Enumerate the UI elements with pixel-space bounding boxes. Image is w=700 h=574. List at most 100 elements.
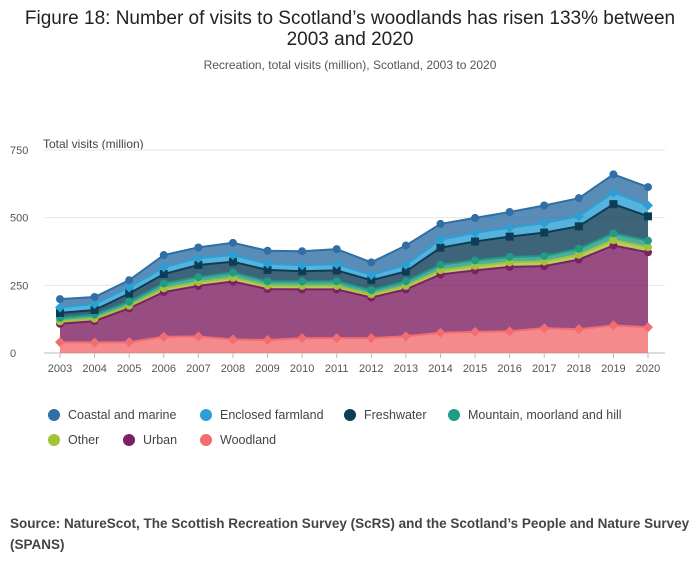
marker-freshwater: [56, 308, 64, 317]
marker-freshwater: [574, 222, 583, 231]
marker-woodland: [504, 326, 515, 337]
marker-coastal-and-marine: [56, 295, 64, 304]
marker-freshwater: [505, 232, 514, 241]
legend-item-urban[interactable]: Urban: [123, 433, 177, 447]
marker-enclosed-farmland: [193, 253, 204, 264]
marker-enclosed-farmland: [470, 227, 481, 238]
marker-enclosed-farmland: [539, 218, 550, 229]
marker-other: [609, 236, 618, 245]
marker-mountain-moorland-and-hill: [436, 260, 445, 269]
marker-coastal-and-marine: [367, 258, 376, 267]
marker-coastal-and-marine: [471, 213, 480, 222]
line-enclosed-farmland: [59, 191, 649, 309]
x-tick-label: 2016: [497, 363, 521, 375]
legend-label: Freshwater: [364, 408, 427, 422]
marker-mountain-moorland-and-hill: [505, 252, 514, 261]
marker-enclosed-farmland: [331, 259, 342, 270]
marker-coastal-and-marine: [263, 246, 272, 255]
x-tick-label: 2013: [394, 363, 418, 375]
legend-label: Urban: [143, 433, 178, 447]
x-tick-label: 2005: [117, 363, 141, 375]
marker-coastal-and-marine: [401, 241, 410, 250]
legend-label: Other: [68, 433, 100, 447]
marker-mountain-moorland-and-hill: [332, 277, 341, 286]
marker-woodland: [435, 327, 446, 338]
marker-coastal-and-marine: [298, 247, 307, 256]
marker-coastal-and-marine: [332, 245, 341, 254]
marker-woodland: [262, 335, 273, 346]
marker-freshwater: [609, 200, 618, 209]
legend-item-mountain[interactable]: Mountain, moorland and hill: [448, 408, 622, 422]
legend-item-coastal[interactable]: Coastal and marine: [48, 408, 176, 422]
marker-freshwater: [367, 276, 376, 285]
x-tick-label: 2006: [152, 363, 176, 375]
marker-mountain-moorland-and-hill: [263, 277, 272, 286]
marker-coastal-and-marine: [90, 292, 99, 301]
legend-item-other[interactable]: Other: [48, 433, 99, 447]
marker-freshwater: [471, 237, 480, 246]
marker-coastal-and-marine: [609, 170, 618, 179]
legend-item-freshwater[interactable]: Freshwater: [344, 408, 427, 422]
marker-enclosed-farmland: [297, 260, 308, 271]
line-woodland: [59, 324, 649, 344]
y-tick-label: 750: [10, 145, 28, 157]
marker-enclosed-farmland: [89, 299, 100, 310]
legend-item-woodland[interactable]: Woodland: [200, 433, 276, 447]
line-freshwater: [59, 202, 649, 314]
marker-woodland: [331, 333, 342, 344]
marker-coastal-and-marine: [644, 183, 652, 192]
marker-mountain-moorland-and-hill: [159, 279, 168, 288]
marker-enclosed-farmland: [608, 187, 619, 198]
line-coastal-and-marine: [59, 173, 649, 301]
marker-enclosed-farmland: [158, 262, 169, 273]
legend-swatch: [48, 408, 60, 421]
x-tick-label: 2017: [532, 363, 556, 375]
line-mountain-moorland-and-hill: [59, 232, 649, 319]
marker-mountain-moorland-and-hill: [401, 277, 410, 286]
marker-woodland: [124, 337, 135, 348]
chart-subtitle: Recreation, total visits (million), Scot…: [203, 58, 497, 72]
marker-enclosed-farmland: [55, 302, 65, 313]
marker-enclosed-farmland: [262, 258, 273, 269]
marker-freshwater: [159, 269, 168, 278]
marker-mountain-moorland-and-hill: [125, 297, 134, 306]
line-other: [59, 239, 649, 323]
legend-label: Enclosed farmland: [220, 408, 324, 422]
x-tick-label: 2012: [359, 363, 383, 375]
marker-freshwater: [125, 289, 134, 298]
marker-freshwater: [228, 257, 237, 266]
marker-enclosed-farmland: [124, 282, 135, 293]
marker-coastal-and-marine: [228, 238, 237, 247]
marker-freshwater: [401, 267, 410, 276]
marker-mountain-moorland-and-hill: [540, 252, 549, 261]
marker-woodland: [470, 326, 481, 337]
marker-coastal-and-marine: [125, 276, 134, 285]
marker-mountain-moorland-and-hill: [609, 229, 618, 238]
marker-coastal-and-marine: [540, 201, 549, 210]
y-axis-label: Total visits (million): [43, 137, 144, 151]
y-tick-label: 500: [10, 213, 28, 225]
legend-item-enclosed-farmland[interactable]: Enclosed farmland: [200, 408, 324, 422]
marker-freshwater: [644, 212, 652, 221]
legend-label: Mountain, moorland and hill: [468, 408, 622, 422]
stacked-area-chart: 0 250 500 750 2003 2004 2005 2006 2007 2008 2009 20…: [10, 145, 665, 375]
marker-woodland: [227, 334, 238, 345]
marker-mountain-moorland-and-hill: [228, 268, 237, 277]
marker-woodland: [643, 322, 653, 333]
x-tick-label: 2004: [82, 363, 106, 375]
marker-enclosed-farmland: [573, 211, 584, 222]
marker-woodland: [193, 331, 204, 342]
x-tick-label: 2010: [290, 363, 314, 375]
marker-woodland: [297, 333, 308, 344]
x-tick-label: 2011: [325, 363, 349, 375]
source-note: Source: NatureScot, The Scottish Recreat…: [10, 516, 690, 552]
x-tick-label: 2020: [636, 363, 660, 375]
marker-coastal-and-marine: [574, 194, 583, 203]
legend-swatch: [200, 433, 212, 446]
x-tick-label: 2003: [48, 363, 72, 375]
marker-mountain-moorland-and-hill: [471, 256, 480, 265]
marker-enclosed-farmland: [366, 270, 377, 281]
x-tick-label: 2014: [428, 363, 452, 375]
marker-other: [644, 243, 652, 252]
legend-label: Coastal and marine: [68, 408, 177, 422]
